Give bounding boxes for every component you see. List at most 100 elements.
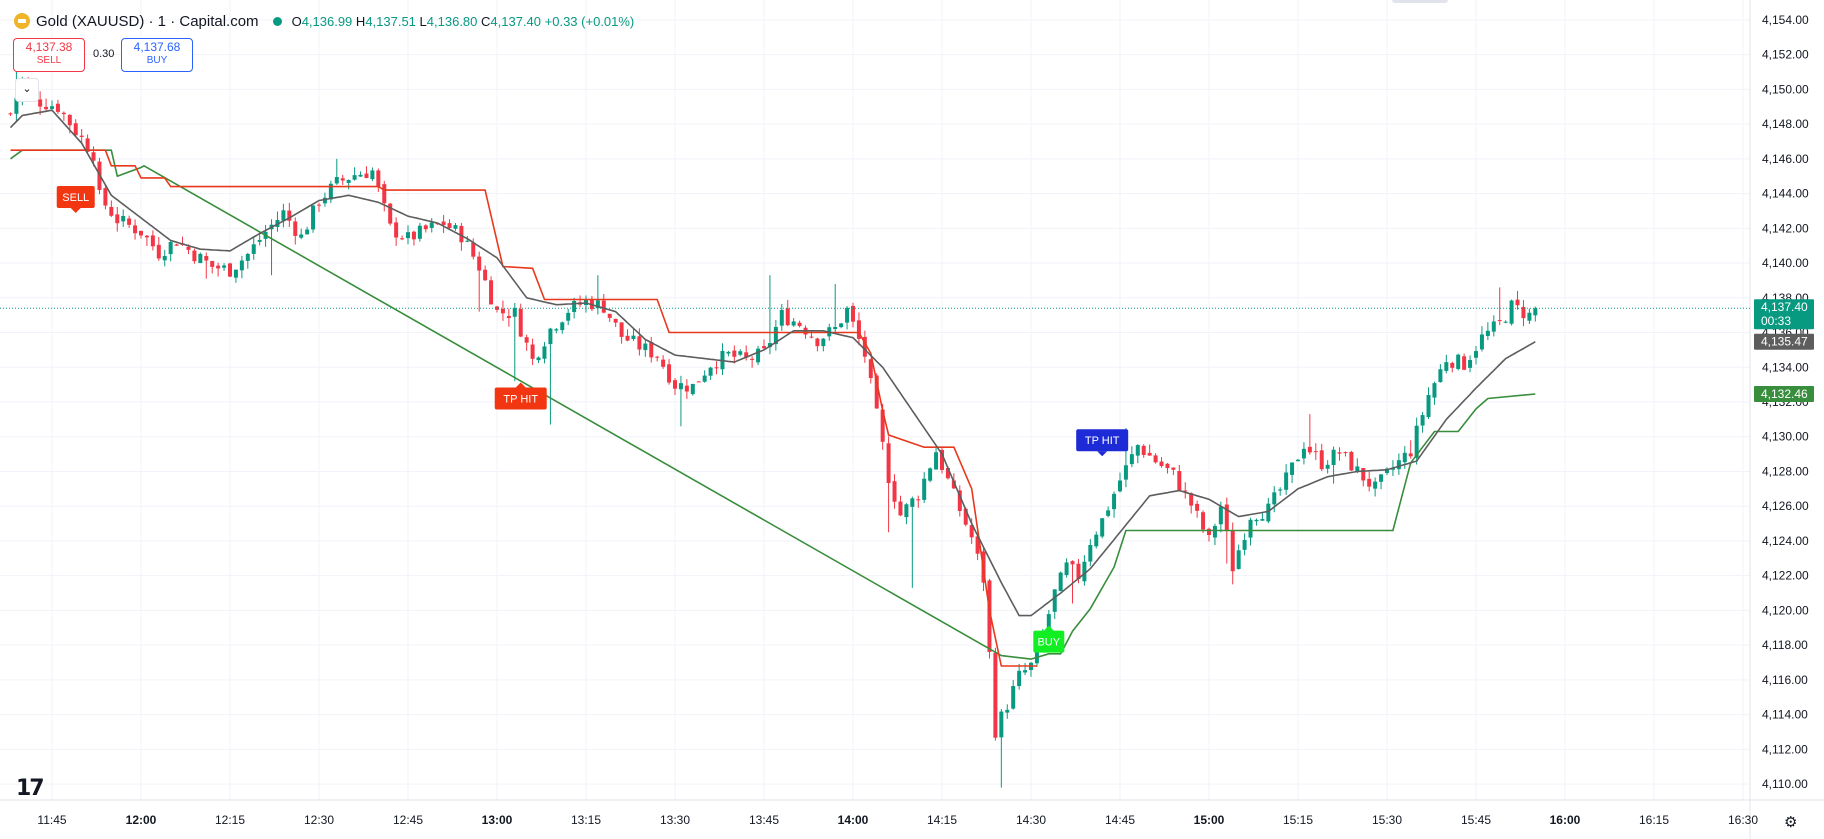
candle-body	[1384, 468, 1389, 474]
candle-body	[1206, 528, 1211, 535]
candle-body	[690, 383, 695, 395]
candle-body	[856, 320, 861, 339]
time-tick-label: 16:15	[1639, 813, 1669, 827]
candle-body	[1094, 534, 1099, 547]
candle-body	[661, 359, 666, 367]
candle-body	[44, 106, 49, 110]
signal-label: SELL	[62, 192, 89, 204]
time-tick-label: 12:00	[126, 813, 157, 827]
candle-body	[1367, 478, 1372, 487]
candle-body	[767, 343, 772, 348]
candle-body	[115, 214, 120, 224]
candle-body	[1295, 459, 1300, 462]
candle-body	[1290, 462, 1295, 475]
candle-body	[1248, 519, 1253, 538]
candle-body	[1159, 461, 1164, 467]
candle-body	[868, 359, 873, 379]
candle-body	[761, 346, 766, 349]
candle-body	[311, 205, 316, 230]
candle-body	[1533, 308, 1538, 316]
candle-body	[554, 329, 559, 331]
candle-body	[73, 123, 78, 136]
symbol-title[interactable]: Gold (XAUUSD) · 1 · Capital.com	[36, 12, 259, 30]
candle-body	[417, 225, 422, 239]
candle-body	[204, 256, 209, 261]
candle-body	[227, 263, 232, 277]
candle-body	[216, 265, 221, 269]
candle-body	[1521, 306, 1526, 319]
candle-body	[222, 265, 227, 268]
candle-body	[726, 351, 731, 354]
candle-body	[14, 98, 19, 114]
candle-body	[530, 344, 535, 359]
candle-body	[1260, 519, 1265, 521]
settings-icon[interactable]: ⚙	[1784, 814, 1798, 831]
candle-body	[702, 375, 707, 382]
candle-body	[934, 452, 939, 470]
signal-label: TP HIT	[1085, 435, 1120, 447]
candle-body	[1082, 561, 1087, 582]
price-tick-label: 4,140.00	[1762, 256, 1809, 270]
candle-body	[643, 343, 648, 350]
candle-body	[257, 239, 262, 242]
candle-body	[945, 467, 950, 479]
candle-body	[892, 481, 897, 502]
candle-body	[560, 322, 565, 331]
candle-body	[429, 222, 434, 228]
candle-body	[1349, 451, 1354, 471]
candle-body	[738, 351, 743, 355]
candle-body	[1064, 562, 1069, 576]
candle-body	[388, 203, 393, 224]
candle-body	[1343, 452, 1348, 454]
chevron-down-icon[interactable]: ⌄	[15, 78, 39, 102]
price-tick-label: 4,120.00	[1762, 603, 1809, 617]
candle-body	[453, 225, 458, 229]
price-tag-value: 4,137.40	[1761, 300, 1808, 314]
candle-body	[328, 183, 333, 200]
price-tag-value: 4,132.46	[1761, 387, 1808, 401]
gold-coin-icon	[14, 13, 30, 29]
candle-body	[993, 652, 998, 738]
sell-button[interactable]: 4,137.38 SELL	[13, 38, 85, 72]
candle-body	[489, 280, 494, 305]
top-handle[interactable]	[1392, 0, 1448, 3]
signal-label-bg	[1076, 429, 1129, 452]
candle-body	[963, 508, 968, 525]
candle-body	[957, 490, 962, 511]
candle-body	[305, 229, 310, 235]
moving-average-line	[9, 109, 1536, 617]
candle-body	[542, 346, 547, 359]
candle-body	[922, 478, 927, 500]
time-tick-label: 16:00	[1550, 813, 1581, 827]
candle-body	[1408, 453, 1413, 457]
price-tick-label: 4,130.00	[1762, 430, 1809, 444]
candle-body	[518, 308, 523, 337]
buy-button[interactable]: 4,137.68 BUY	[121, 38, 193, 72]
signal-label-arrow	[1043, 625, 1054, 631]
candle-body	[625, 335, 630, 341]
candle-body	[251, 244, 256, 254]
candle-body	[352, 175, 357, 180]
price-tick-label: 4,144.00	[1762, 187, 1809, 201]
candle-body	[732, 350, 737, 357]
time-tick-label: 15:45	[1461, 813, 1491, 827]
candle-body	[548, 328, 553, 345]
candle-body	[619, 322, 624, 337]
candle-body	[162, 256, 167, 261]
time-tick-label: 13:30	[660, 813, 690, 827]
candle-body	[168, 242, 173, 255]
candle-body	[1438, 369, 1443, 383]
candle-body	[210, 260, 215, 267]
candle-body	[405, 232, 410, 239]
candle-body	[512, 307, 517, 317]
candle-body	[174, 244, 179, 246]
candle-body	[287, 210, 292, 221]
candle-body	[144, 235, 149, 238]
candle-body	[524, 337, 529, 343]
candle-body	[1473, 351, 1478, 358]
candle-body	[1076, 563, 1081, 579]
time-tick-label: 16:30	[1728, 813, 1758, 827]
candle-body	[79, 135, 84, 137]
candle-body	[874, 375, 879, 409]
